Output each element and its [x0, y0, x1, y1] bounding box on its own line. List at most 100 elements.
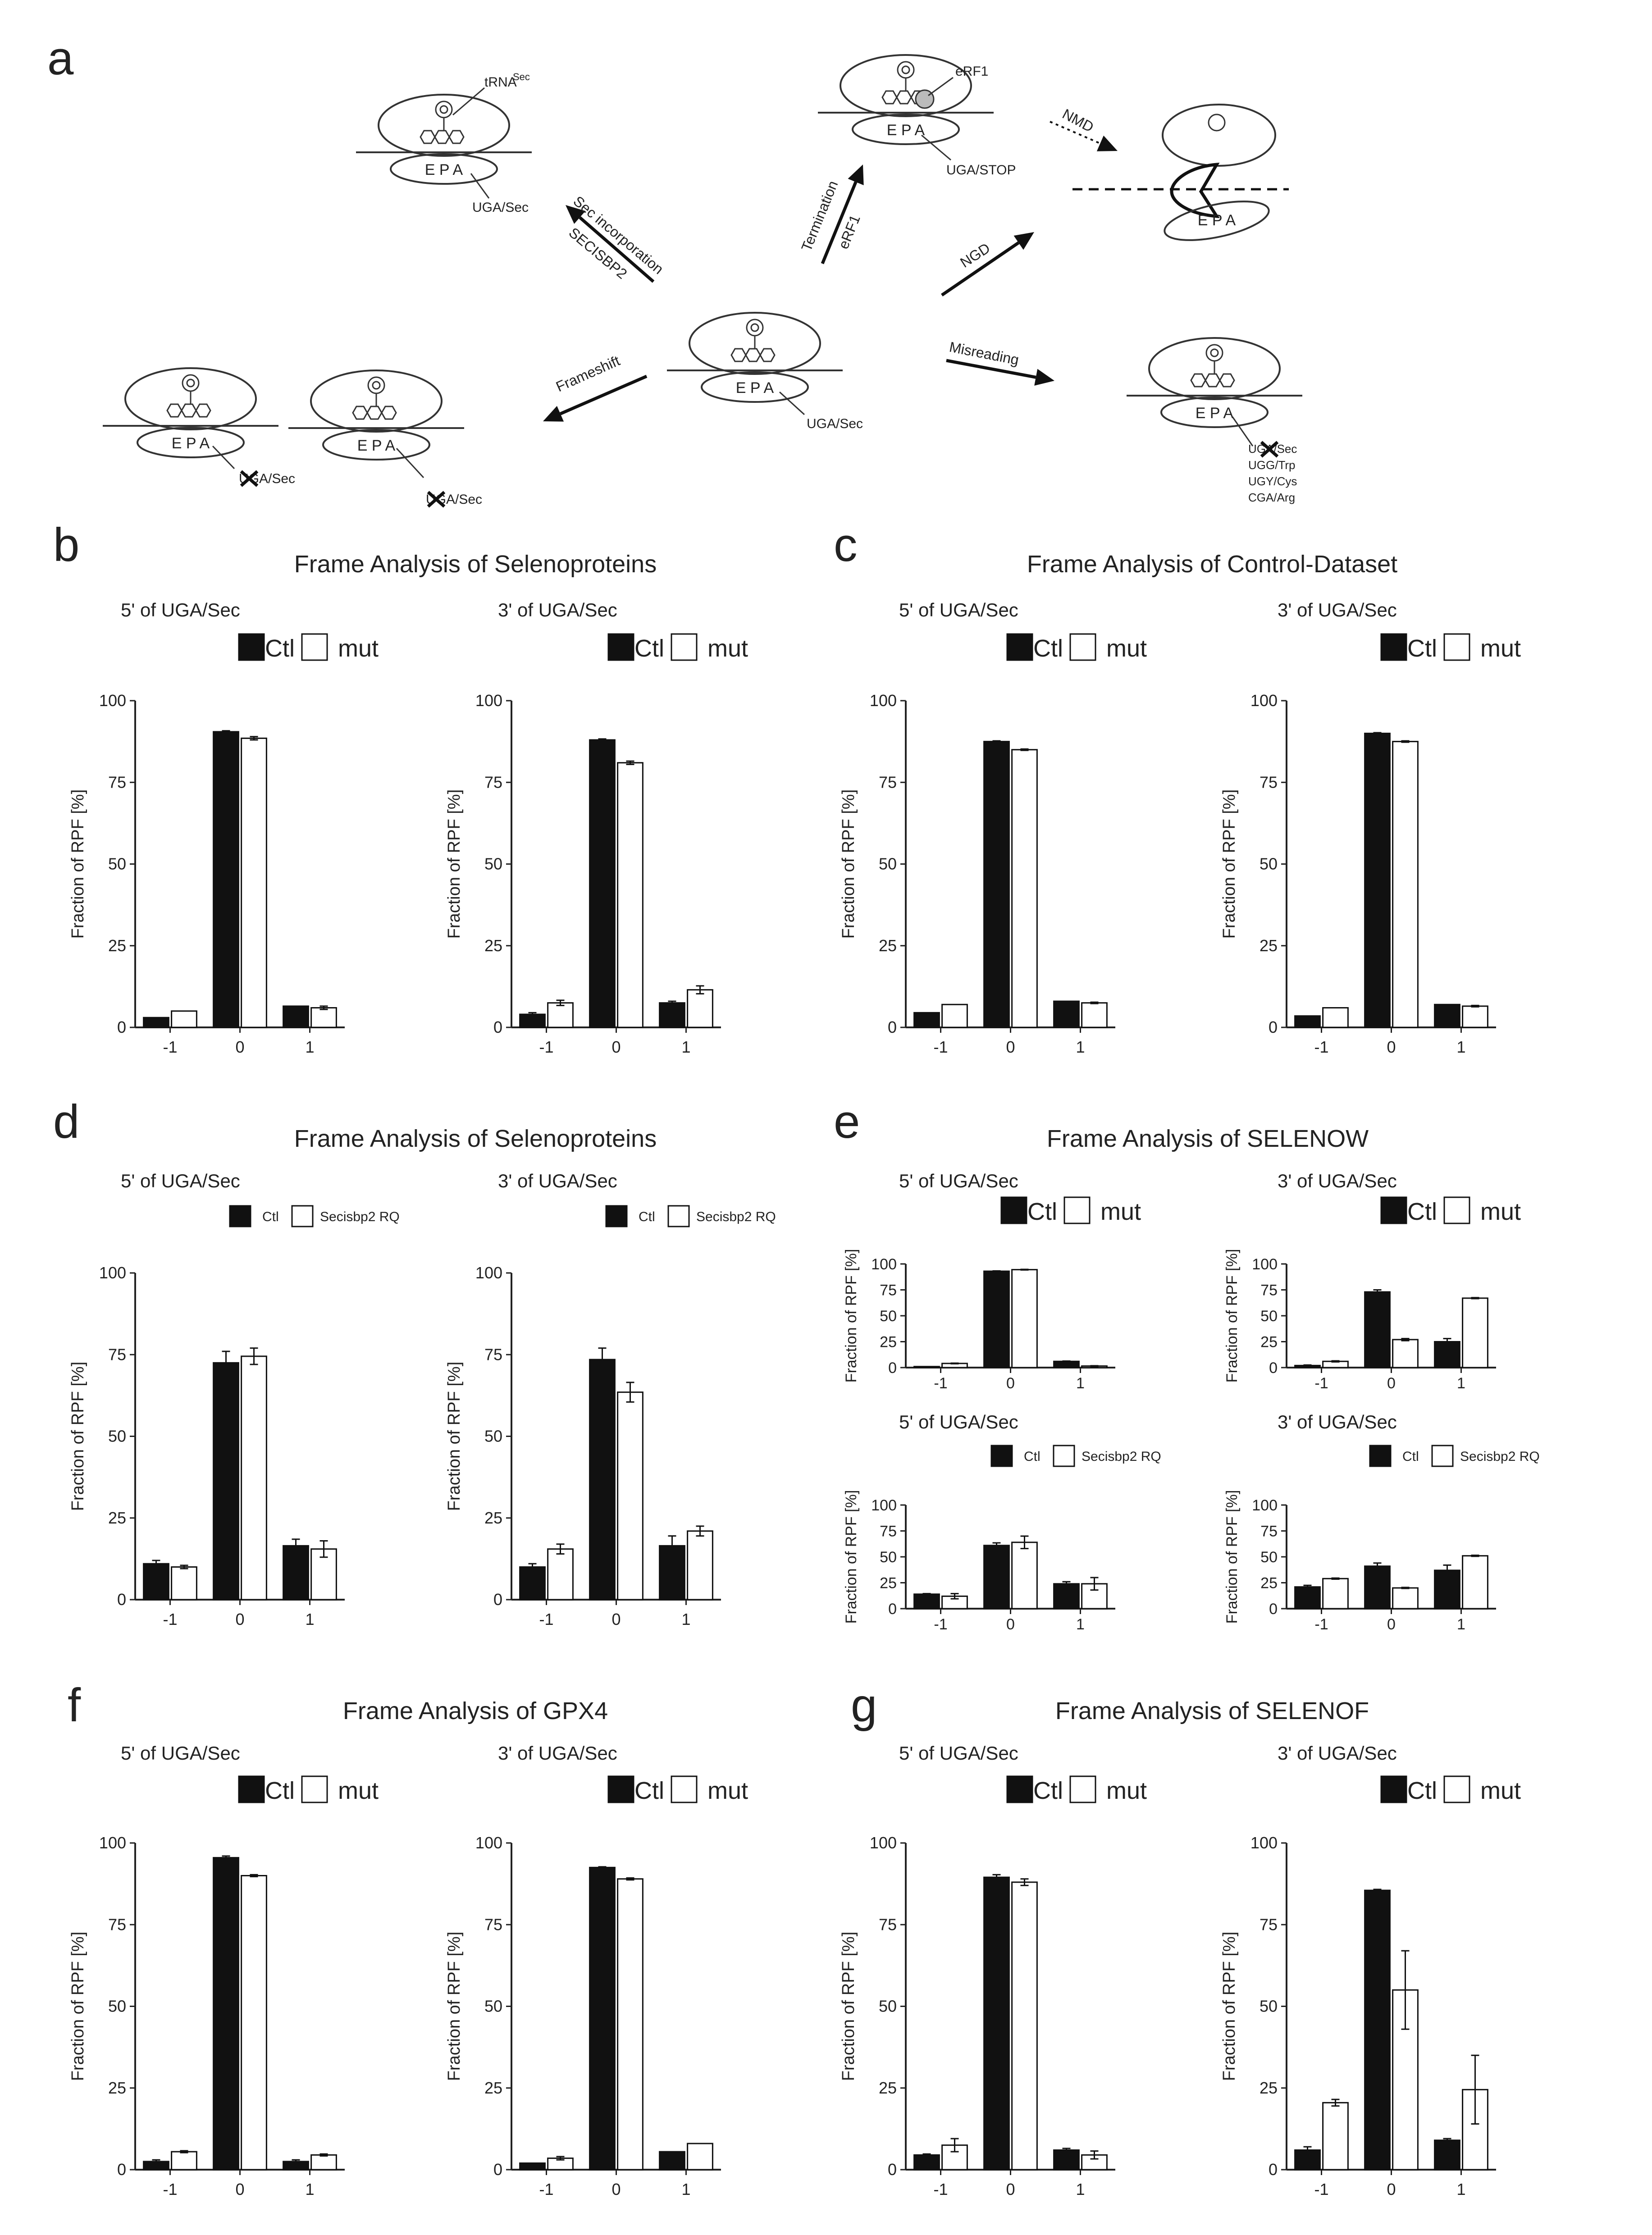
bar [519, 1566, 546, 1601]
subplot-subtitle: 5' of UGA/Sec [899, 599, 1018, 620]
bar [241, 1355, 267, 1601]
subplot-subtitle: 3' of UGA/Sec [498, 599, 617, 620]
bar [1322, 2102, 1349, 2171]
bar [941, 1003, 968, 1028]
panel-letter-g: g [851, 1679, 877, 1732]
y-tick-label: 75 [484, 773, 502, 791]
chart-panels: Frame Analysis of Selenoproteins 5' of UG… [68, 551, 1540, 2199]
legend: Ctl mut [1380, 633, 1521, 662]
legend-swatch-mut [301, 633, 328, 661]
legend-label: Secisbp2 RQ [320, 1209, 400, 1224]
y-tick-label: 25 [880, 1575, 897, 1592]
trna-hexagon [420, 130, 436, 144]
y-tick-label: 50 [1260, 1997, 1278, 2016]
x-tick-label: 0 [612, 1610, 621, 1628]
legend-swatch-ctl [990, 1445, 1013, 1467]
y-axis-label: Fraction of RPF [%] [1220, 1932, 1239, 2081]
codon-leader [779, 391, 805, 415]
bar [1364, 733, 1391, 1028]
legend-label: mut [1100, 1198, 1141, 1225]
subplot: 5' of UGA/Sec Ctl Secisbp2 RQ 0 25 50 75 100 Fra… [68, 1170, 400, 1628]
bar [913, 2154, 940, 2171]
legend-swatch-ctl [1380, 633, 1407, 661]
trna-hexagon [896, 90, 912, 105]
bar [1294, 1015, 1321, 1028]
legend-label: Ctl [1407, 635, 1437, 662]
y-tick-label: 50 [484, 1427, 502, 1446]
legend-label: Ctl [639, 1209, 655, 1224]
y-axis-label: Fraction of RPF [%] [1223, 1490, 1241, 1624]
legend-swatch-mut [301, 1775, 328, 1803]
codon-cross [427, 491, 446, 508]
legend-swatch-rq [667, 1205, 690, 1227]
bar [213, 731, 239, 1028]
y-tick-label: 75 [1260, 1282, 1278, 1299]
legend-swatch-mut [671, 1775, 698, 1803]
x-tick-label: 1 [305, 2180, 314, 2199]
y-tick-label: 25 [1260, 1575, 1278, 1592]
legend-label: Ctl [1407, 1198, 1437, 1225]
trna-spiral-inner [186, 379, 195, 388]
x-tick-label: 0 [1006, 1616, 1015, 1633]
legend-label: Ctl [265, 635, 295, 662]
y-tick-label: 25 [484, 936, 502, 955]
y-tick-label: 0 [117, 1590, 126, 1609]
x-tick-label: -1 [1314, 2180, 1328, 2199]
y-tick-label: 0 [493, 1018, 502, 1036]
legend-label: Secisbp2 RQ [696, 1209, 776, 1224]
panel-title: Frame Analysis of GPX4 [343, 1697, 608, 1724]
panel-g: Frame Analysis of SELENOF 5' of UGA/Sec Ct… [839, 1697, 1521, 2199]
legend-swatch-ctl [238, 1775, 265, 1803]
ribosome-frameshift-2: E P A [103, 367, 278, 458]
legend-swatch-rq [1431, 1445, 1454, 1467]
legend-label: Ctl [265, 1777, 295, 1804]
y-axis-label: Fraction of RPF [%] [839, 1932, 858, 2081]
bar [589, 1359, 616, 1601]
bar [1392, 741, 1419, 1028]
y-tick-label: 0 [1269, 2160, 1278, 2179]
nmd-large-subunit [1162, 104, 1276, 167]
y-axis-label: Fraction of RPF [%] [68, 1932, 87, 2081]
trna-hexagon [434, 130, 450, 144]
panel-d: Frame Analysis of Selenoproteins 5' of UG… [68, 1125, 776, 1628]
y-tick-label: 100 [475, 1263, 502, 1282]
bar [983, 741, 1010, 1028]
small-subunit [1160, 397, 1269, 428]
legend-swatch-ctl [1006, 1775, 1033, 1803]
arrow-head [543, 406, 564, 422]
y-tick-label: 25 [484, 1509, 502, 1527]
legend: Ctl mut [1380, 1196, 1521, 1225]
y-tick-label: 0 [117, 2160, 126, 2179]
y-tick-label: 25 [1260, 1334, 1278, 1351]
x-tick-label: 1 [1076, 1375, 1085, 1392]
x-tick-label: 1 [681, 1038, 690, 1056]
y-tick-label: 25 [880, 1334, 897, 1351]
trna-sec-label: tRNA [484, 75, 517, 90]
bar [913, 1012, 940, 1028]
panel-c: Frame Analysis of Control-Dataset 5' of U… [839, 551, 1521, 1056]
y-tick-label: 0 [888, 1601, 897, 1618]
panel-letters: a b c d e f g [47, 32, 877, 1732]
ribosome-misreading: E P A [1127, 337, 1302, 428]
y-tick-label: 50 [880, 1549, 897, 1566]
y-tick-label: 50 [484, 1997, 502, 2016]
label-frameshift: Frameshift [553, 352, 622, 395]
arrow-head [1013, 232, 1034, 250]
bar [1294, 1586, 1321, 1610]
subplot: 5' of UGA/Sec Ctl mut 0 25 50 75 100 Fraction of… [68, 1742, 379, 2199]
y-tick-label: 25 [879, 2079, 897, 2097]
x-tick-label: 1 [1456, 1038, 1465, 1056]
legend-label: mut [707, 635, 748, 662]
y-tick-label: 50 [880, 1308, 897, 1325]
subplot: 5' of UGA/Sec Ctl mut 0 25 50 75 100 Fraction of… [68, 599, 379, 1056]
y-tick-label: 75 [1260, 1915, 1278, 1934]
y-tick-label: 75 [484, 1915, 502, 1934]
legend-label: Secisbp2 RQ [1460, 1449, 1540, 1464]
ribosome-frameshift-1: E P A [288, 369, 464, 461]
arrow-head [1034, 369, 1054, 386]
legend-label: Ctl [1033, 635, 1063, 662]
y-axis-label: Fraction of RPF [%] [445, 789, 464, 939]
bar [241, 1875, 267, 2171]
legend-label: Ctl [1407, 1777, 1437, 1804]
